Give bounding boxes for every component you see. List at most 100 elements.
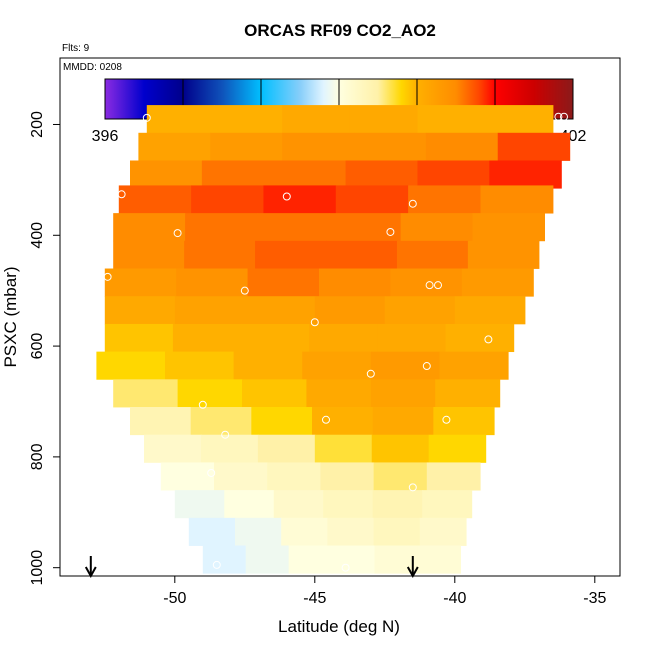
heatmap-cell xyxy=(480,185,554,214)
heatmap-cell xyxy=(396,240,469,269)
heatmap-cell xyxy=(241,323,310,353)
heatmap-cell xyxy=(177,379,243,408)
observation-point xyxy=(322,415,330,424)
heatmap-cell xyxy=(245,545,290,574)
heatmap-cell xyxy=(251,407,313,436)
heatmap-cell xyxy=(327,517,375,546)
observation-point xyxy=(212,560,221,569)
observation-points xyxy=(103,112,602,572)
heatmap-cell xyxy=(370,379,436,408)
heatmap-cell xyxy=(312,407,374,436)
heatmap-cell xyxy=(96,351,166,380)
observation-point xyxy=(310,318,319,327)
heatmap-cell xyxy=(281,517,328,546)
x-axis-label: Latitude (deg N) xyxy=(278,617,400,636)
heatmap-cell xyxy=(454,296,526,325)
heatmap-cell xyxy=(188,517,236,546)
heatmap-cell xyxy=(335,185,409,214)
heatmap-cell xyxy=(174,296,246,325)
heatmap-cell xyxy=(467,240,540,269)
observation-point xyxy=(173,229,182,238)
observation-point xyxy=(442,415,451,424)
heatmap-cell xyxy=(255,240,327,269)
observation-point xyxy=(366,369,375,378)
observation-point xyxy=(282,192,291,201)
heatmap-cell xyxy=(319,268,391,297)
y-axis-label: PSXC (mbar) xyxy=(1,266,20,367)
heatmap-cell xyxy=(113,240,185,269)
observation-point xyxy=(240,286,249,295)
heatmap-cell xyxy=(472,213,545,242)
heatmap-cell xyxy=(323,490,374,519)
observation-point xyxy=(221,430,230,439)
observation-point xyxy=(425,281,434,290)
heatmap-cell xyxy=(144,434,202,463)
observation-point xyxy=(142,113,151,122)
heatmap-cell xyxy=(306,379,372,408)
mmdd-annotation: MMDD: 0208 xyxy=(63,62,122,73)
heatmap-cell xyxy=(417,105,486,134)
chart-title: ORCAS RF09 CO2_AO2 xyxy=(244,21,436,40)
observation-point xyxy=(341,563,350,572)
observation-point xyxy=(579,112,588,121)
heatmap-cell xyxy=(146,105,216,134)
heatmap-cell xyxy=(138,132,211,161)
observation-point xyxy=(198,400,207,409)
heatmap-cell xyxy=(174,490,225,519)
heatmap-cell xyxy=(288,545,333,574)
heatmap-cell xyxy=(461,268,534,297)
heatmap-cell xyxy=(233,351,303,380)
x-tick-label: -50 xyxy=(163,590,186,607)
flight-arrow-head xyxy=(84,566,97,579)
y-tick-label: 1000 xyxy=(29,550,46,586)
heatmap-cell xyxy=(373,462,428,491)
heatmap-cell xyxy=(425,132,499,161)
observation-point xyxy=(554,112,563,121)
heatmap-cell xyxy=(242,379,307,408)
heatmap-cell xyxy=(373,517,421,546)
heatmap-cell xyxy=(282,105,351,134)
heatmap-cell xyxy=(263,185,337,214)
heatmap-cell xyxy=(210,132,283,161)
heatmap-cell xyxy=(273,490,324,519)
observation-point xyxy=(434,281,442,290)
flight-arrows xyxy=(84,556,419,579)
heatmap-cell xyxy=(428,434,487,463)
heatmap-cell xyxy=(345,160,419,189)
heatmap-cell xyxy=(417,545,461,574)
heatmap-cell xyxy=(200,434,259,463)
heatmap-cell xyxy=(331,545,376,574)
observation-point xyxy=(408,483,417,492)
heatmap-cell xyxy=(349,105,419,134)
heatmap-cell xyxy=(390,268,463,297)
y-tick-label: 800 xyxy=(29,443,46,470)
heatmap-cell xyxy=(257,434,316,463)
heatmap-cell xyxy=(176,268,249,297)
heatmap-cell xyxy=(320,462,375,491)
observation-point xyxy=(103,272,112,281)
heatmap-cell xyxy=(408,185,482,214)
heatmap-cell xyxy=(165,351,235,380)
flight-arrow-head xyxy=(406,566,419,579)
heatmap-cell xyxy=(172,323,242,353)
heatmap-cell xyxy=(497,132,571,161)
heatmap-cell xyxy=(439,351,509,380)
heatmap-cell xyxy=(202,545,247,574)
x-axis: -50 -45 -40 -35 xyxy=(163,576,606,607)
heatmap-cell xyxy=(185,213,258,242)
heatmap-cell xyxy=(244,296,316,325)
observation-point xyxy=(386,227,395,236)
colorbar-tick-label: 396 xyxy=(92,128,119,145)
y-tick-label: 600 xyxy=(29,333,46,360)
observation-point xyxy=(207,468,216,477)
observation-point xyxy=(117,190,126,199)
heatmap-cell xyxy=(309,323,378,353)
heatmap-cell xyxy=(113,379,179,408)
heatmap-cell xyxy=(201,160,275,189)
heatmap-cell xyxy=(118,185,192,214)
heatmap-cell xyxy=(422,490,473,519)
observation-point xyxy=(422,362,431,371)
heatmap-cell xyxy=(190,407,252,436)
y-tick-label: 200 xyxy=(29,111,46,138)
